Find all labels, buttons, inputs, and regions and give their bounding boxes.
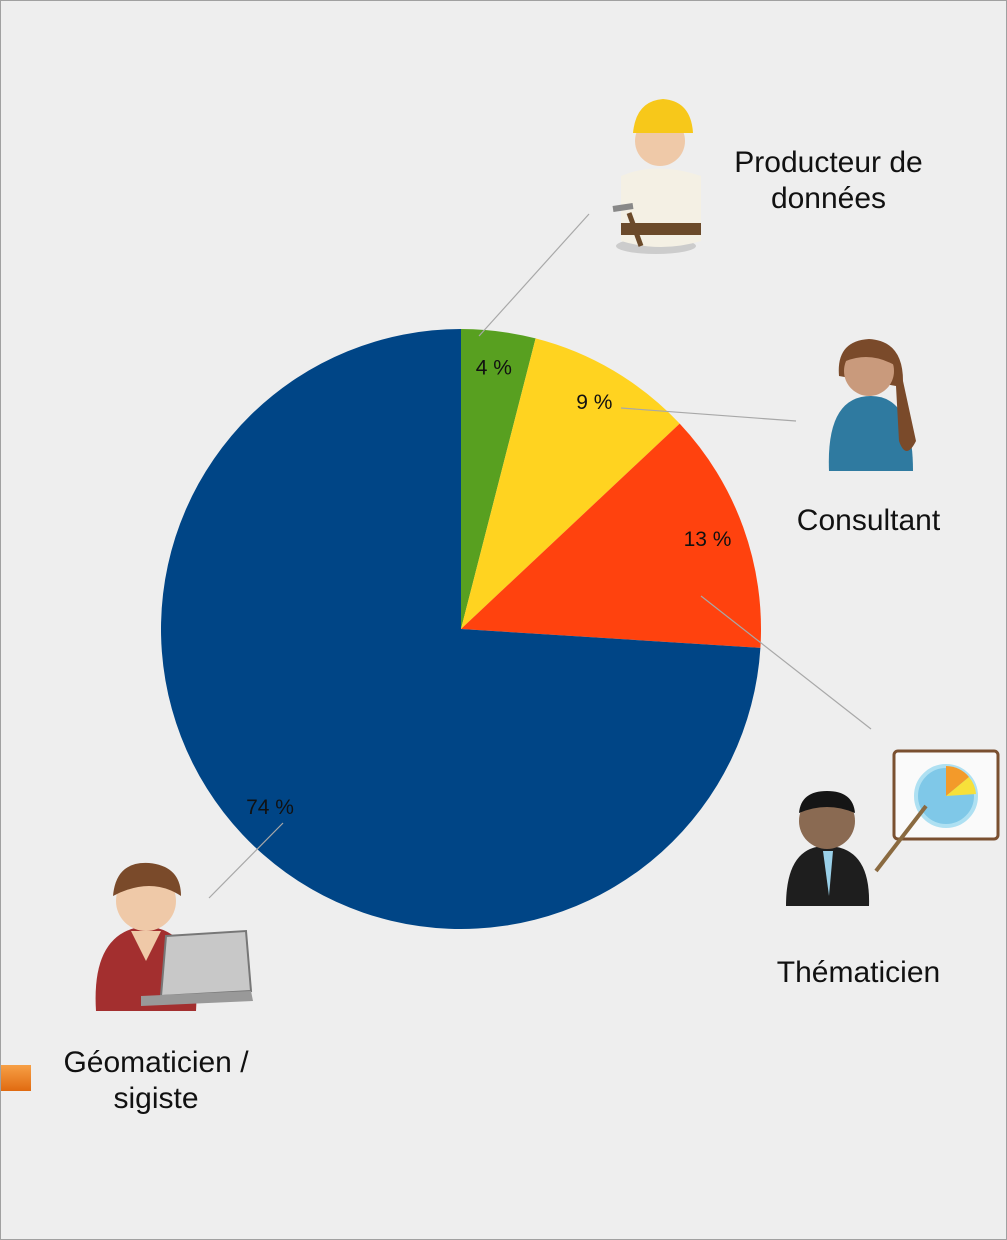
pie-slice bbox=[461, 423, 761, 648]
category-label: Consultant bbox=[796, 504, 941, 537]
value-label: 74 % bbox=[246, 796, 294, 819]
percent-labels: 4 % 9 % 13 % 74 % bbox=[246, 357, 731, 819]
pie-slice bbox=[461, 338, 680, 629]
leader-lines bbox=[208, 213, 872, 899]
thematicien-icon bbox=[786, 749, 1000, 906]
producer-icon bbox=[612, 99, 701, 254]
leader-line bbox=[620, 407, 797, 422]
value-label: 9 % bbox=[576, 391, 612, 414]
pie bbox=[160, 329, 761, 930]
category-label: Producteur de données bbox=[734, 146, 923, 215]
category-label: Géomaticien / sigiste bbox=[63, 1046, 249, 1115]
category-label: Thématicien bbox=[776, 956, 941, 989]
value-label: 13 % bbox=[684, 528, 732, 551]
pie-slice bbox=[160, 329, 761, 930]
geomaticien-icon bbox=[95, 862, 253, 1011]
pie-slice bbox=[461, 329, 536, 629]
leader-line bbox=[700, 595, 872, 730]
consultant-icon bbox=[828, 339, 916, 471]
value-label: 4 % bbox=[476, 357, 512, 380]
leader-line bbox=[478, 213, 590, 337]
leader-line bbox=[208, 822, 284, 899]
accent-bar bbox=[1, 1065, 31, 1091]
